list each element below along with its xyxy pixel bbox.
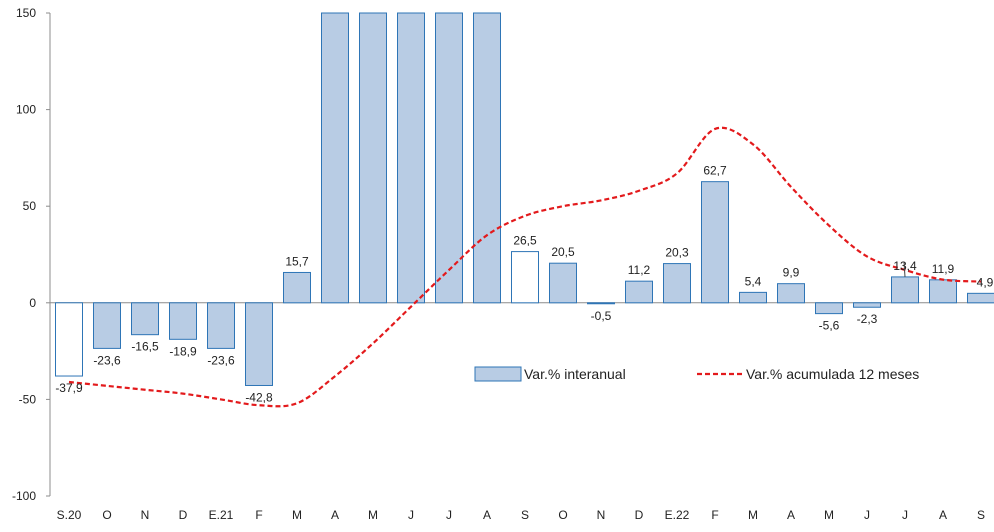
bar bbox=[702, 182, 729, 303]
bar bbox=[398, 13, 425, 303]
data-label: 11,9 bbox=[932, 262, 955, 276]
x-tick-label: M bbox=[824, 508, 834, 522]
data-label: -0,5 bbox=[591, 309, 612, 323]
bar bbox=[246, 303, 273, 386]
bar bbox=[740, 292, 767, 302]
legend-bar-swatch bbox=[475, 367, 521, 381]
data-label: -16,5 bbox=[131, 340, 159, 354]
x-tick-label: J bbox=[864, 508, 870, 522]
bar bbox=[132, 303, 159, 335]
y-tick-label: -50 bbox=[19, 392, 37, 406]
bar bbox=[626, 281, 653, 303]
legend-bar-label: Var.% interanual bbox=[524, 366, 626, 382]
x-tick-label: J bbox=[408, 508, 414, 522]
bar bbox=[892, 277, 919, 303]
x-tick-label: S bbox=[977, 508, 985, 522]
data-label: 15,7 bbox=[285, 254, 309, 268]
data-label: 4,9 bbox=[977, 275, 994, 289]
y-tick-label: -100 bbox=[12, 489, 36, 503]
y-tick-label: 0 bbox=[29, 296, 36, 310]
y-tick-label: 100 bbox=[16, 103, 36, 117]
y-tick-label: 50 bbox=[23, 199, 37, 213]
x-tick-label: O bbox=[102, 508, 111, 522]
x-tick-label: A bbox=[331, 508, 339, 522]
bar bbox=[170, 303, 197, 340]
x-tick-label: F bbox=[711, 508, 718, 522]
x-tick-label: D bbox=[635, 508, 644, 522]
x-tick-label: O bbox=[558, 508, 567, 522]
x-tick-label: S bbox=[521, 508, 529, 522]
bar bbox=[930, 280, 957, 303]
x-tick-label: D bbox=[179, 508, 188, 522]
x-tick-label: M bbox=[292, 508, 302, 522]
bar bbox=[474, 13, 501, 303]
bar bbox=[56, 303, 83, 376]
x-tick-label: J bbox=[902, 508, 908, 522]
bar bbox=[778, 284, 805, 303]
data-label: 5,4 bbox=[745, 274, 762, 288]
legend-line-label: Var.% acumulada 12 meses bbox=[746, 366, 919, 382]
data-label: 26,5 bbox=[513, 234, 537, 248]
x-tick-label: E.21 bbox=[209, 508, 234, 522]
x-tick-label: M bbox=[748, 508, 758, 522]
bar bbox=[322, 13, 349, 303]
data-label: -2,3 bbox=[857, 312, 878, 326]
data-label: -37,9 bbox=[55, 381, 83, 395]
x-tick-label: A bbox=[787, 508, 795, 522]
data-label: -23,6 bbox=[207, 353, 235, 367]
x-tick-label: N bbox=[141, 508, 150, 522]
data-label: 9,9 bbox=[783, 266, 800, 280]
bar bbox=[208, 303, 235, 349]
x-tick-label: S.20 bbox=[57, 508, 82, 522]
x-tick-label: E.22 bbox=[665, 508, 690, 522]
data-label: -42,8 bbox=[245, 390, 273, 404]
bar bbox=[664, 264, 691, 303]
x-axis-ticks: S.20 O N D E.21 F M A M J J A S O N D E.22 F M A M J J A S bbox=[57, 508, 985, 522]
bar bbox=[360, 13, 387, 303]
data-label: 11,2 bbox=[628, 263, 651, 277]
bar bbox=[512, 252, 539, 303]
bar bbox=[588, 303, 615, 304]
x-tick-label: J bbox=[446, 508, 452, 522]
bar bbox=[94, 303, 121, 349]
legend: Var.% interanual Var.% acumulada 12 mese… bbox=[475, 366, 919, 382]
bar bbox=[284, 272, 311, 302]
y-axis-ticks: 150 100 50 0 -50 -100 bbox=[12, 6, 50, 503]
data-label: -23,6 bbox=[93, 353, 121, 367]
x-tick-label: M bbox=[368, 508, 378, 522]
data-label: 20,5 bbox=[551, 245, 575, 259]
data-label: 62,7 bbox=[703, 164, 727, 178]
x-tick-label: A bbox=[939, 508, 947, 522]
bar bbox=[854, 303, 881, 307]
bar bbox=[816, 303, 843, 314]
bar bbox=[550, 263, 577, 303]
x-tick-label: F bbox=[255, 508, 262, 522]
x-tick-label: N bbox=[597, 508, 606, 522]
data-label: 20,3 bbox=[665, 246, 689, 260]
data-label: 13,4 bbox=[893, 259, 917, 273]
data-label: -18,9 bbox=[169, 344, 197, 358]
y-tick-label: 150 bbox=[16, 6, 36, 20]
x-tick-label: A bbox=[483, 508, 491, 522]
bar-series bbox=[56, 13, 994, 385]
bar bbox=[436, 13, 463, 303]
bar bbox=[968, 293, 994, 302]
data-label: -5,6 bbox=[819, 319, 840, 333]
